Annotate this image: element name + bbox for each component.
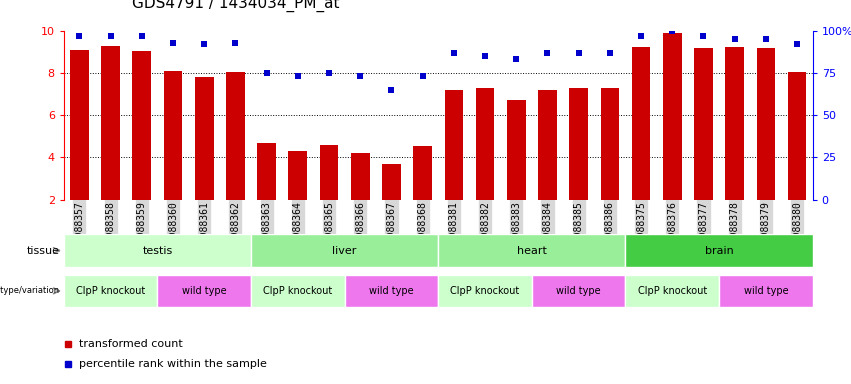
Text: tissue: tissue (26, 245, 60, 256)
Bar (788, 72, 807, 200)
Text: heart: heart (517, 245, 547, 256)
Bar (70, 50, 89, 200)
Point (197, 41, 211, 47)
Point (385, 87, 398, 93)
Bar (725, 46, 744, 200)
Point (791, 41, 804, 47)
Bar (414, 146, 432, 200)
Text: genotype/variation: genotype/variation (0, 286, 60, 295)
Text: GDS4791 / 1434034_PM_at: GDS4791 / 1434034_PM_at (132, 0, 340, 12)
Point (759, 36, 773, 42)
Point (540, 50, 554, 56)
Bar (438, 234, 625, 267)
Point (72, 33, 86, 39)
Text: wild type: wild type (182, 286, 226, 296)
Bar (507, 101, 526, 200)
Text: transformed count: transformed count (79, 339, 183, 349)
Point (353, 73, 367, 79)
Bar (157, 275, 251, 307)
Bar (694, 48, 713, 200)
Point (697, 33, 711, 39)
Point (416, 73, 430, 79)
Text: ClpP knockout: ClpP knockout (263, 286, 333, 296)
Bar (351, 153, 369, 200)
Point (603, 50, 617, 56)
Point (166, 40, 180, 46)
Bar (64, 275, 157, 307)
Bar (257, 143, 276, 200)
Bar (101, 45, 120, 200)
Bar (251, 234, 438, 267)
Point (229, 40, 243, 46)
Bar (532, 275, 625, 307)
Bar (382, 164, 401, 200)
Bar (719, 275, 813, 307)
Point (104, 33, 117, 39)
Bar (438, 275, 532, 307)
Bar (625, 275, 719, 307)
Bar (226, 72, 245, 200)
Text: percentile rank within the sample: percentile rank within the sample (79, 359, 266, 369)
Bar (251, 275, 345, 307)
Bar (64, 234, 251, 267)
Bar (601, 88, 620, 200)
Point (447, 50, 460, 56)
Point (478, 53, 492, 59)
Bar (476, 88, 494, 200)
Bar (663, 33, 682, 200)
Text: ClpP knockout: ClpP knockout (76, 286, 146, 296)
Bar (444, 90, 463, 200)
Point (260, 70, 273, 76)
Bar (195, 77, 214, 200)
Bar (133, 51, 151, 200)
Point (291, 73, 305, 79)
Point (728, 36, 741, 42)
Text: brain: brain (705, 245, 734, 256)
Point (323, 70, 336, 76)
Point (634, 33, 648, 39)
Text: liver: liver (333, 245, 357, 256)
Bar (320, 145, 339, 200)
Text: wild type: wild type (557, 286, 601, 296)
Bar (757, 48, 775, 200)
Bar (631, 46, 650, 200)
Point (510, 56, 523, 63)
Point (572, 50, 585, 56)
Point (135, 33, 149, 39)
Bar (163, 71, 182, 200)
Bar (569, 88, 588, 200)
Bar (625, 234, 813, 267)
Bar (288, 151, 307, 200)
Text: testis: testis (142, 245, 173, 256)
Point (665, 28, 679, 34)
Text: ClpP knockout: ClpP knockout (637, 286, 707, 296)
Text: wild type: wild type (369, 286, 414, 296)
Text: ClpP knockout: ClpP knockout (450, 286, 520, 296)
Text: wild type: wild type (744, 286, 788, 296)
Bar (538, 90, 557, 200)
Bar (345, 275, 438, 307)
